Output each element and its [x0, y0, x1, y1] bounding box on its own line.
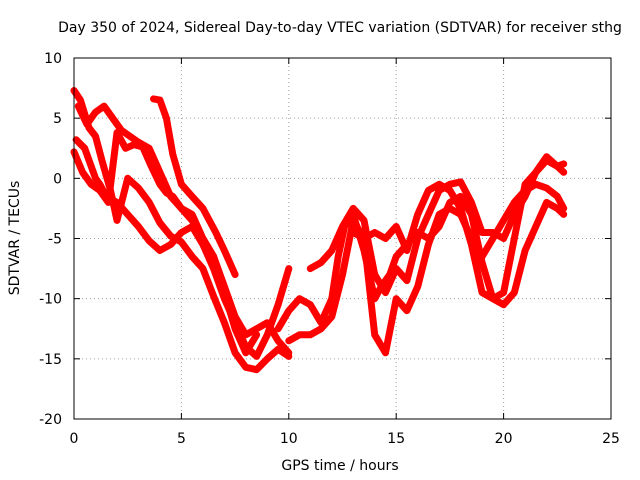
y-tick-label: 0: [53, 171, 62, 187]
x-tick-label: 5: [177, 431, 186, 447]
plot-frame: [73, 57, 612, 420]
y-tick-label: -10: [39, 292, 62, 308]
y-tick-label: -15: [39, 352, 62, 368]
x-axis-label: GPS time / hours: [281, 458, 398, 474]
x-tick-label: 0: [70, 431, 79, 447]
x-tick-labels: 0 5 10 15 20 25: [70, 431, 620, 447]
x-tick-label: 20: [495, 431, 513, 447]
x-tick-label: 15: [387, 431, 405, 447]
y-tick-label: 10: [44, 51, 62, 67]
y-tick-labels: -20 -15 -10 -5 0 5 10: [39, 51, 62, 428]
y-tick-label: -20: [39, 412, 62, 428]
x-tick-label: 10: [280, 431, 298, 447]
y-tick-label: 5: [53, 111, 62, 127]
x-tick-label: 25: [602, 431, 620, 447]
series-group: [70, 87, 568, 374]
chart-title: Day 350 of 2024, Sidereal Day-to-day VTE…: [58, 20, 622, 36]
y-axis-label: SDTVAR / TECUs: [7, 181, 23, 296]
series-line-s1: [70, 87, 293, 374]
series-line-s5: [150, 95, 239, 279]
y-tick-label: -5: [48, 232, 62, 248]
series-line-s4: [70, 129, 261, 357]
series-line-s9: [349, 153, 568, 303]
